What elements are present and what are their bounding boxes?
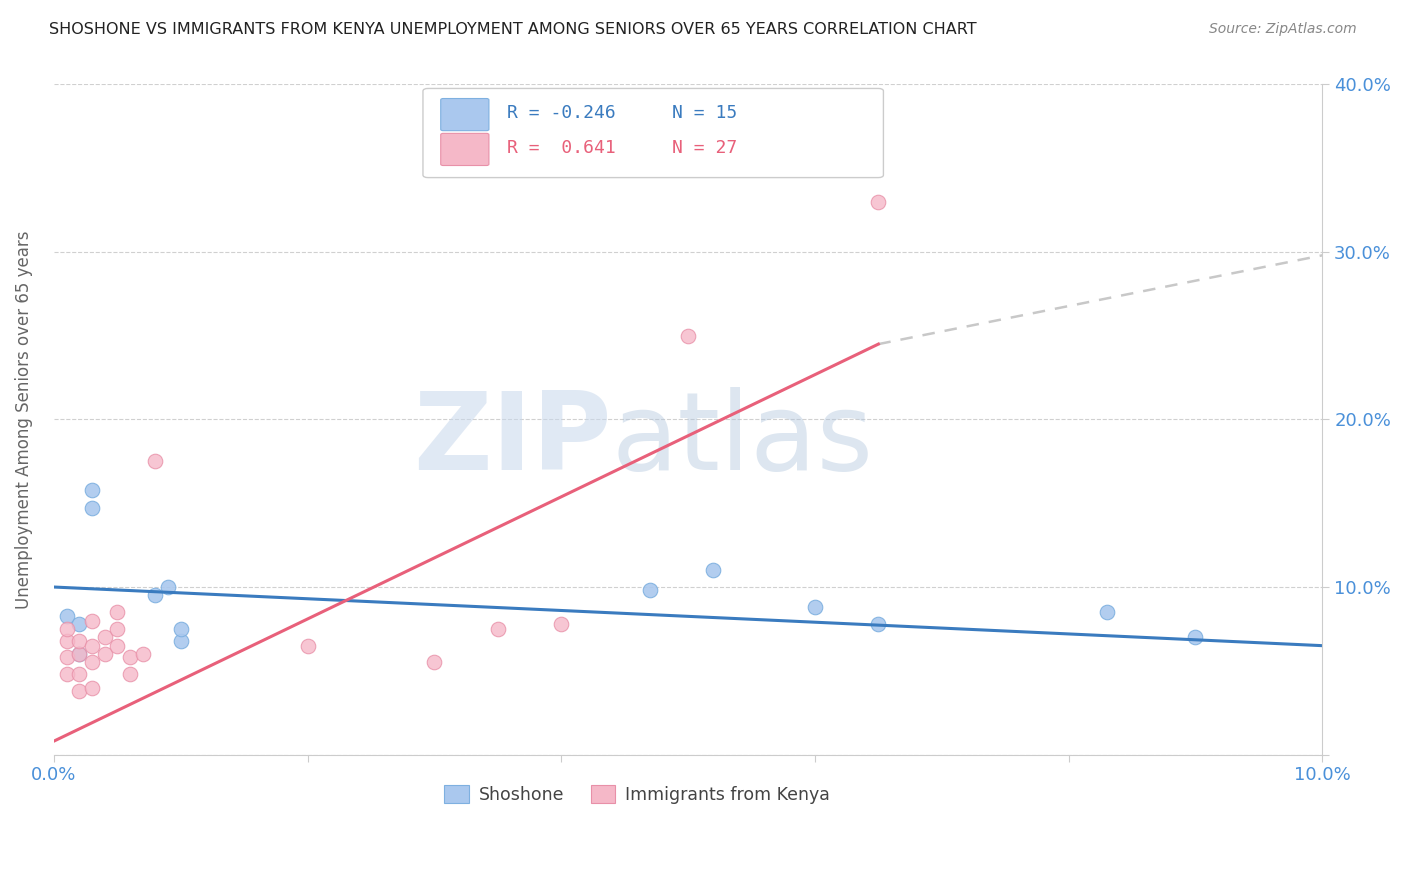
Text: N = 27: N = 27 [672, 139, 737, 157]
Point [170, 622, 193, 636]
FancyBboxPatch shape [423, 88, 883, 178]
Legend: Shoshone, Immigrants from Kenya: Shoshone, Immigrants from Kenya [436, 777, 839, 813]
Point [67, 684, 90, 698]
Point [868, 616, 890, 631]
Text: R = -0.246: R = -0.246 [506, 103, 616, 121]
Point [55, 633, 77, 648]
Point [868, 194, 890, 209]
Point [55, 667, 77, 681]
Point [93, 630, 115, 644]
Point [80, 614, 103, 628]
Point [80, 681, 103, 695]
Point [486, 622, 509, 636]
Point [80, 483, 103, 497]
Point [105, 622, 128, 636]
Point [55, 650, 77, 665]
Point [1095, 605, 1118, 619]
Text: R =  0.641: R = 0.641 [506, 139, 616, 157]
Point [67, 633, 90, 648]
Point [170, 633, 193, 648]
Point [423, 656, 446, 670]
Point [80, 639, 103, 653]
Point [55, 622, 77, 636]
Point [143, 588, 166, 602]
Point [93, 647, 115, 661]
Point [143, 454, 166, 468]
Point [804, 600, 827, 615]
Text: Source: ZipAtlas.com: Source: ZipAtlas.com [1209, 22, 1357, 37]
Text: atlas: atlas [612, 386, 875, 492]
FancyBboxPatch shape [440, 98, 489, 131]
Point [105, 639, 128, 653]
FancyBboxPatch shape [440, 134, 489, 166]
Y-axis label: Unemployment Among Seniors over 65 years: Unemployment Among Seniors over 65 years [15, 230, 32, 608]
Text: N = 15: N = 15 [672, 103, 737, 121]
Point [131, 647, 153, 661]
Point [55, 608, 77, 623]
Point [676, 328, 699, 343]
Point [105, 605, 128, 619]
Point [550, 616, 572, 631]
Point [67, 647, 90, 661]
Point [118, 650, 141, 665]
Point [1184, 630, 1206, 644]
Point [702, 563, 724, 577]
Point [67, 616, 90, 631]
Point [297, 639, 319, 653]
Point [67, 667, 90, 681]
Text: SHOSHONE VS IMMIGRANTS FROM KENYA UNEMPLOYMENT AMONG SENIORS OVER 65 YEARS CORRE: SHOSHONE VS IMMIGRANTS FROM KENYA UNEMPL… [49, 22, 977, 37]
Text: ZIP: ZIP [413, 386, 612, 492]
Point [118, 667, 141, 681]
Point [156, 580, 179, 594]
Point [67, 647, 90, 661]
Point [80, 501, 103, 516]
Point [638, 583, 661, 598]
Point [80, 656, 103, 670]
